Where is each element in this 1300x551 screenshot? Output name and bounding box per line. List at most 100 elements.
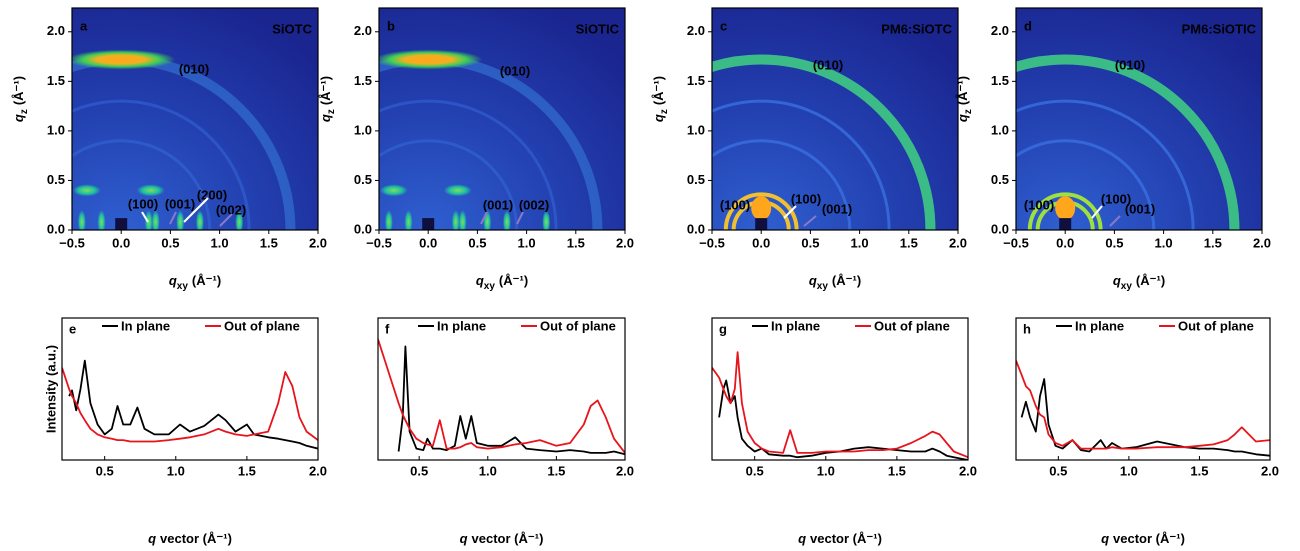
scattering-ring: [712, 139, 852, 230]
axis-label: q vector (Å⁻¹): [1101, 531, 1185, 546]
legend-label: Out of plane: [1178, 318, 1254, 333]
axis-unit: (Å⁻¹): [499, 273, 528, 288]
axis-symbol: q: [318, 114, 333, 122]
x-tick-label: 0.0: [112, 235, 130, 250]
axis-unit: (Å⁻¹): [11, 76, 26, 105]
axis-subscript: z: [963, 109, 974, 114]
axis-label: qz (Å⁻¹): [318, 76, 336, 122]
x-tick-label: −0.5: [1003, 235, 1029, 250]
y-tick-label: 1.5: [687, 73, 705, 88]
x-tick-label: 0.5: [1049, 463, 1067, 478]
axis-unit: vector (Å⁻¹): [472, 531, 544, 546]
axis-symbol: q: [148, 531, 156, 546]
y-tick-label: 2.0: [47, 23, 65, 38]
x-tick-label: 1.0: [851, 235, 869, 250]
axis-symbol: q: [11, 114, 26, 122]
x-tick-label: 2.0: [309, 235, 327, 250]
arrow: [516, 211, 524, 225]
spot: [195, 210, 204, 230]
annotation: (100): [791, 191, 821, 206]
spot: [72, 184, 101, 197]
arrow: [480, 211, 488, 225]
legend-label: In plane: [121, 318, 170, 333]
y-tick-label: 1.0: [991, 122, 1009, 137]
axis-symbol: q: [169, 273, 177, 288]
arrow: [219, 213, 233, 227]
axis-unit: (Å⁻¹): [192, 273, 221, 288]
series-line: [397, 345, 625, 456]
y-tick-label: 2.0: [354, 23, 372, 38]
axis-subscript: xy: [177, 281, 189, 292]
arrow: [783, 205, 797, 219]
axis-subscript: z: [19, 109, 30, 114]
series-line: [1016, 360, 1270, 450]
spot: [235, 210, 244, 230]
x-tick-label: 1.5: [1190, 463, 1208, 478]
beamstop: [1059, 218, 1072, 230]
y-tick-label: 1.0: [687, 122, 705, 137]
spot: [451, 210, 460, 230]
panel-title: SiOTIC: [576, 21, 620, 36]
y-axis-label: Intensity (a.u.): [43, 345, 58, 433]
scattering-ring: [1016, 139, 1156, 230]
annotation: (010): [813, 57, 843, 72]
image-background: [1016, 8, 1262, 230]
hot-spot: [379, 49, 483, 70]
series-line: [712, 351, 968, 459]
annotation: (010): [500, 63, 530, 78]
axis-label: qxy (Å⁻¹): [169, 273, 221, 291]
axis-subscript: z: [326, 109, 337, 114]
y-tick-label: 0.0: [687, 221, 705, 236]
axis-symbol: q: [809, 273, 817, 288]
arrow: [183, 197, 209, 223]
axis-label: q vector (Å⁻¹): [148, 531, 232, 546]
legend-label: In plane: [1075, 318, 1124, 333]
beamstop: [422, 218, 435, 230]
arrow: [1091, 205, 1103, 219]
axis-unit: (Å⁻¹): [1136, 273, 1165, 288]
x-tick-label: 1.5: [1204, 235, 1222, 250]
axis-label: qz (Å⁻¹): [651, 76, 669, 122]
axis-label: qz (Å⁻¹): [955, 76, 973, 122]
axes-frame: [1015, 7, 1263, 231]
annotation: (100): [1024, 197, 1054, 212]
y-tick-label: 1.5: [991, 73, 1009, 88]
axis-unit: (Å⁻¹): [651, 76, 666, 105]
image-background: [379, 8, 625, 230]
axes-frame: [377, 317, 626, 461]
x-tick-label: 0.0: [752, 235, 770, 250]
x-tick-label: 0.0: [1056, 235, 1074, 250]
annotation: (001): [165, 196, 195, 211]
axis-label: q vector (Å⁻¹): [460, 531, 544, 546]
x-tick-label: 0.5: [746, 463, 764, 478]
spot: [136, 184, 165, 197]
axis-label: q vector (Å⁻¹): [798, 531, 882, 546]
annotation: (100): [1101, 191, 1131, 206]
scattering-ring: [72, 139, 212, 230]
panel-letter: b: [387, 18, 395, 33]
axis-label: qxy (Å⁻¹): [476, 273, 528, 291]
axis-label: qxy (Å⁻¹): [1113, 273, 1165, 291]
legend-label: Out of plane: [224, 318, 300, 333]
panel-letter: f: [385, 321, 390, 336]
x-tick-label: 1.5: [260, 235, 278, 250]
axis-unit: (Å⁻¹): [318, 76, 333, 105]
y-tick-label: 0.5: [687, 172, 705, 187]
x-tick-label: 2.0: [959, 463, 977, 478]
legend-label: Out of plane: [874, 318, 950, 333]
image-background: [712, 8, 958, 230]
x-tick-label: 1.0: [817, 463, 835, 478]
y-tick-label: 2.0: [991, 23, 1009, 38]
arrow: [1109, 215, 1121, 227]
axis-subscript: xy: [484, 281, 496, 292]
series-line: [718, 379, 968, 460]
y-tick-label: 1.5: [354, 73, 372, 88]
axis-label: qxy (Å⁻¹): [809, 273, 861, 291]
x-tick-label: 2.0: [949, 235, 967, 250]
scattering-ring: [379, 139, 519, 230]
legend-label: In plane: [437, 318, 486, 333]
spot: [502, 210, 511, 230]
annotation: (010): [1115, 57, 1145, 72]
scattering-ring: [379, 99, 558, 230]
